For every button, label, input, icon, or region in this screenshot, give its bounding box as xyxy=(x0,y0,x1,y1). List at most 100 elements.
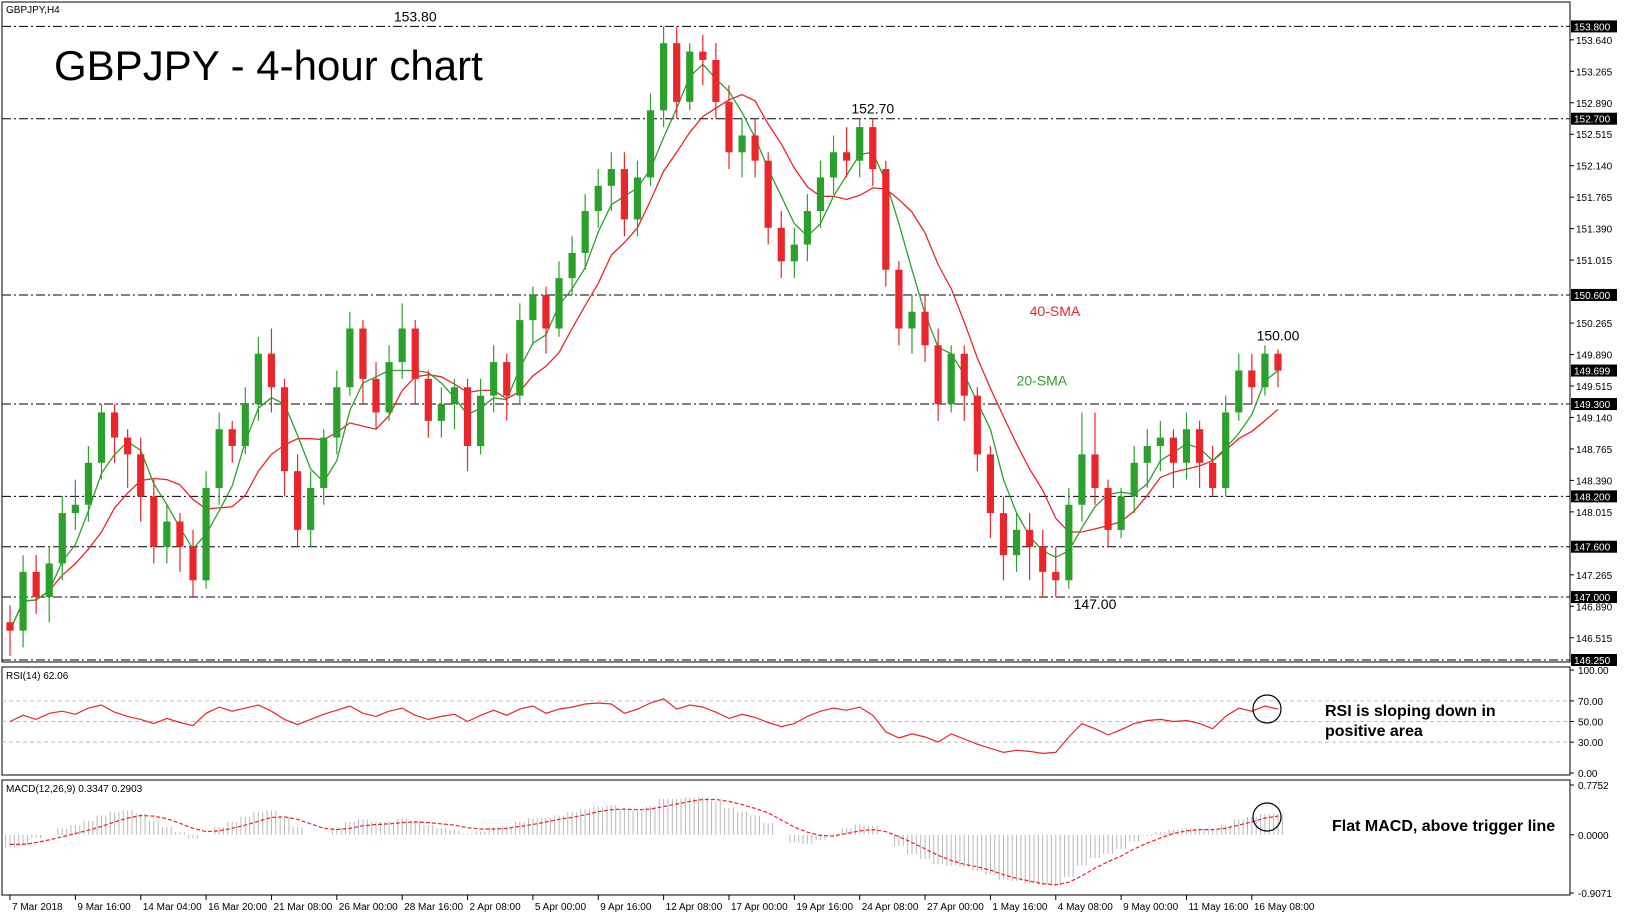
candle-body xyxy=(1169,437,1178,463)
candle-body xyxy=(816,177,825,212)
candle-body xyxy=(437,404,445,421)
candle-body xyxy=(686,51,694,102)
price-tick-label: 149.140 xyxy=(1576,413,1613,424)
current-price-label: 149.699 xyxy=(1574,367,1611,378)
time-tick-label: 27 Apr 00:00 xyxy=(927,902,984,913)
candle-body xyxy=(660,43,668,111)
candle-body xyxy=(829,152,838,178)
candle-body xyxy=(882,169,890,270)
macd-tick-label: 0.0000 xyxy=(1578,831,1609,842)
time-tick-label: 14 Mar 04:00 xyxy=(143,902,202,913)
time-tick-label: 9 May 00:00 xyxy=(1123,902,1178,913)
candle-body xyxy=(568,252,576,279)
key-level-badge xyxy=(1571,288,1617,301)
price-tick-label: 151.765 xyxy=(1576,193,1613,204)
macd-header: MACD(12,26,9) 0.3347 0.2903 xyxy=(6,784,143,795)
price-tick-label: 152.515 xyxy=(1576,130,1613,141)
candle-body xyxy=(751,135,759,161)
candle-body xyxy=(633,177,642,220)
symbol-label: GBPJPY,H4 xyxy=(6,5,60,16)
candle-body xyxy=(1182,429,1191,463)
candle-body xyxy=(1052,571,1060,581)
candle-body xyxy=(163,521,171,547)
time-tick-label: 1 May 16:00 xyxy=(992,902,1047,913)
candle-body xyxy=(1012,529,1021,556)
price-tick-label: 146.515 xyxy=(1576,634,1613,645)
time-axis: 7 Mar 2018 9 Mar 16:00 14 Mar 04:00 16 Mar … xyxy=(9,895,1315,913)
price-tick-label: 146.890 xyxy=(1576,602,1613,613)
rsi-tick-label: 70.00 xyxy=(1578,697,1603,708)
candle-body xyxy=(581,211,589,253)
candle-body xyxy=(463,387,472,446)
macd-axis-ticks: 0.7752 0.0000 -0.9071 xyxy=(1570,781,1612,900)
candle-body xyxy=(529,294,537,321)
candle-body xyxy=(646,110,655,178)
candle-body xyxy=(777,227,785,262)
rsi-line-layer xyxy=(9,698,1279,755)
price-annotation: 147.00 xyxy=(1074,596,1117,612)
candle-body xyxy=(607,169,615,186)
price-axis-ticks: 153.640 153.265 152.890 152.515 152.140 151.7… xyxy=(1570,36,1613,645)
rsi-annotation-line-1: RSI is sloping down in xyxy=(1325,703,1496,720)
candle-body xyxy=(973,395,981,455)
candle-body xyxy=(1222,412,1230,488)
candle-body xyxy=(960,353,968,396)
price-tick-label: 147.265 xyxy=(1576,571,1613,582)
macd-annotation: Flat MACD, above trigger line xyxy=(1332,818,1555,835)
key-level-badge xyxy=(1571,398,1617,411)
candle-body xyxy=(843,152,851,161)
candle-body xyxy=(333,387,341,438)
price-tick-label: 153.265 xyxy=(1576,67,1613,78)
macd-tick-label: 0.7752 xyxy=(1578,781,1609,792)
key-level-badge xyxy=(1571,540,1617,553)
rsi-axis-ticks: 100.00 70.00 50.00 30.00 0.00 xyxy=(1570,666,1609,780)
candle-body xyxy=(228,429,236,446)
key-level-label: 147.600 xyxy=(1574,543,1611,554)
key-level-badge xyxy=(1571,591,1617,604)
candle-body xyxy=(1065,504,1073,581)
candle-body xyxy=(176,521,184,547)
price-tick-label: 148.390 xyxy=(1576,476,1613,487)
price-tick-label: 149.515 xyxy=(1576,382,1613,393)
candle-body xyxy=(895,269,903,329)
time-tick-label: 17 Apr 00:00 xyxy=(731,902,788,913)
time-tick-label: 26 Mar 00:00 xyxy=(339,902,398,913)
candle-body xyxy=(490,362,498,396)
candle-body xyxy=(725,101,733,153)
rsi-line xyxy=(9,698,1279,755)
price-annotation: 150.00 xyxy=(1257,327,1300,343)
time-tick-label: 9 Mar 16:00 xyxy=(77,902,131,913)
time-tick-label: 9 Apr 16:00 xyxy=(600,902,652,913)
time-tick-label: 19 Apr 16:00 xyxy=(796,902,853,913)
chart-headline: GBPJPY - 4-hour chart xyxy=(54,42,483,89)
candle-body xyxy=(372,378,380,413)
candle-body xyxy=(150,496,158,547)
candlestick-series xyxy=(6,26,1282,656)
price-annotations: 153.80 152.70 147.00 150.00 40-SMA 20-SMA xyxy=(394,8,1300,612)
candle-body xyxy=(202,487,210,581)
key-level-badge xyxy=(1571,654,1617,666)
candle-body xyxy=(71,504,79,514)
price-annotation: 153.80 xyxy=(394,8,437,24)
candle-body xyxy=(1261,353,1269,388)
candle-body xyxy=(1104,487,1112,530)
candle-body xyxy=(1117,496,1125,530)
candle-body xyxy=(594,185,602,212)
candle-body xyxy=(986,454,995,514)
candle-body xyxy=(921,311,929,346)
candle-body xyxy=(712,59,720,102)
candle-body xyxy=(1195,429,1204,463)
candle-body xyxy=(110,412,119,438)
key-level-label: 153.800 xyxy=(1574,22,1611,33)
time-tick-label: 11 May 16:00 xyxy=(1188,902,1248,913)
time-tick-label: 16 Mar 20:00 xyxy=(208,902,267,913)
key-level-label: 148.200 xyxy=(1574,492,1611,503)
candle-body xyxy=(1078,454,1086,505)
macd-signal-layer xyxy=(10,798,1279,886)
candle-body xyxy=(673,43,681,102)
candle-body xyxy=(803,211,811,245)
candle-body xyxy=(307,487,315,530)
candle-body xyxy=(555,278,563,329)
candle-body xyxy=(947,353,955,405)
